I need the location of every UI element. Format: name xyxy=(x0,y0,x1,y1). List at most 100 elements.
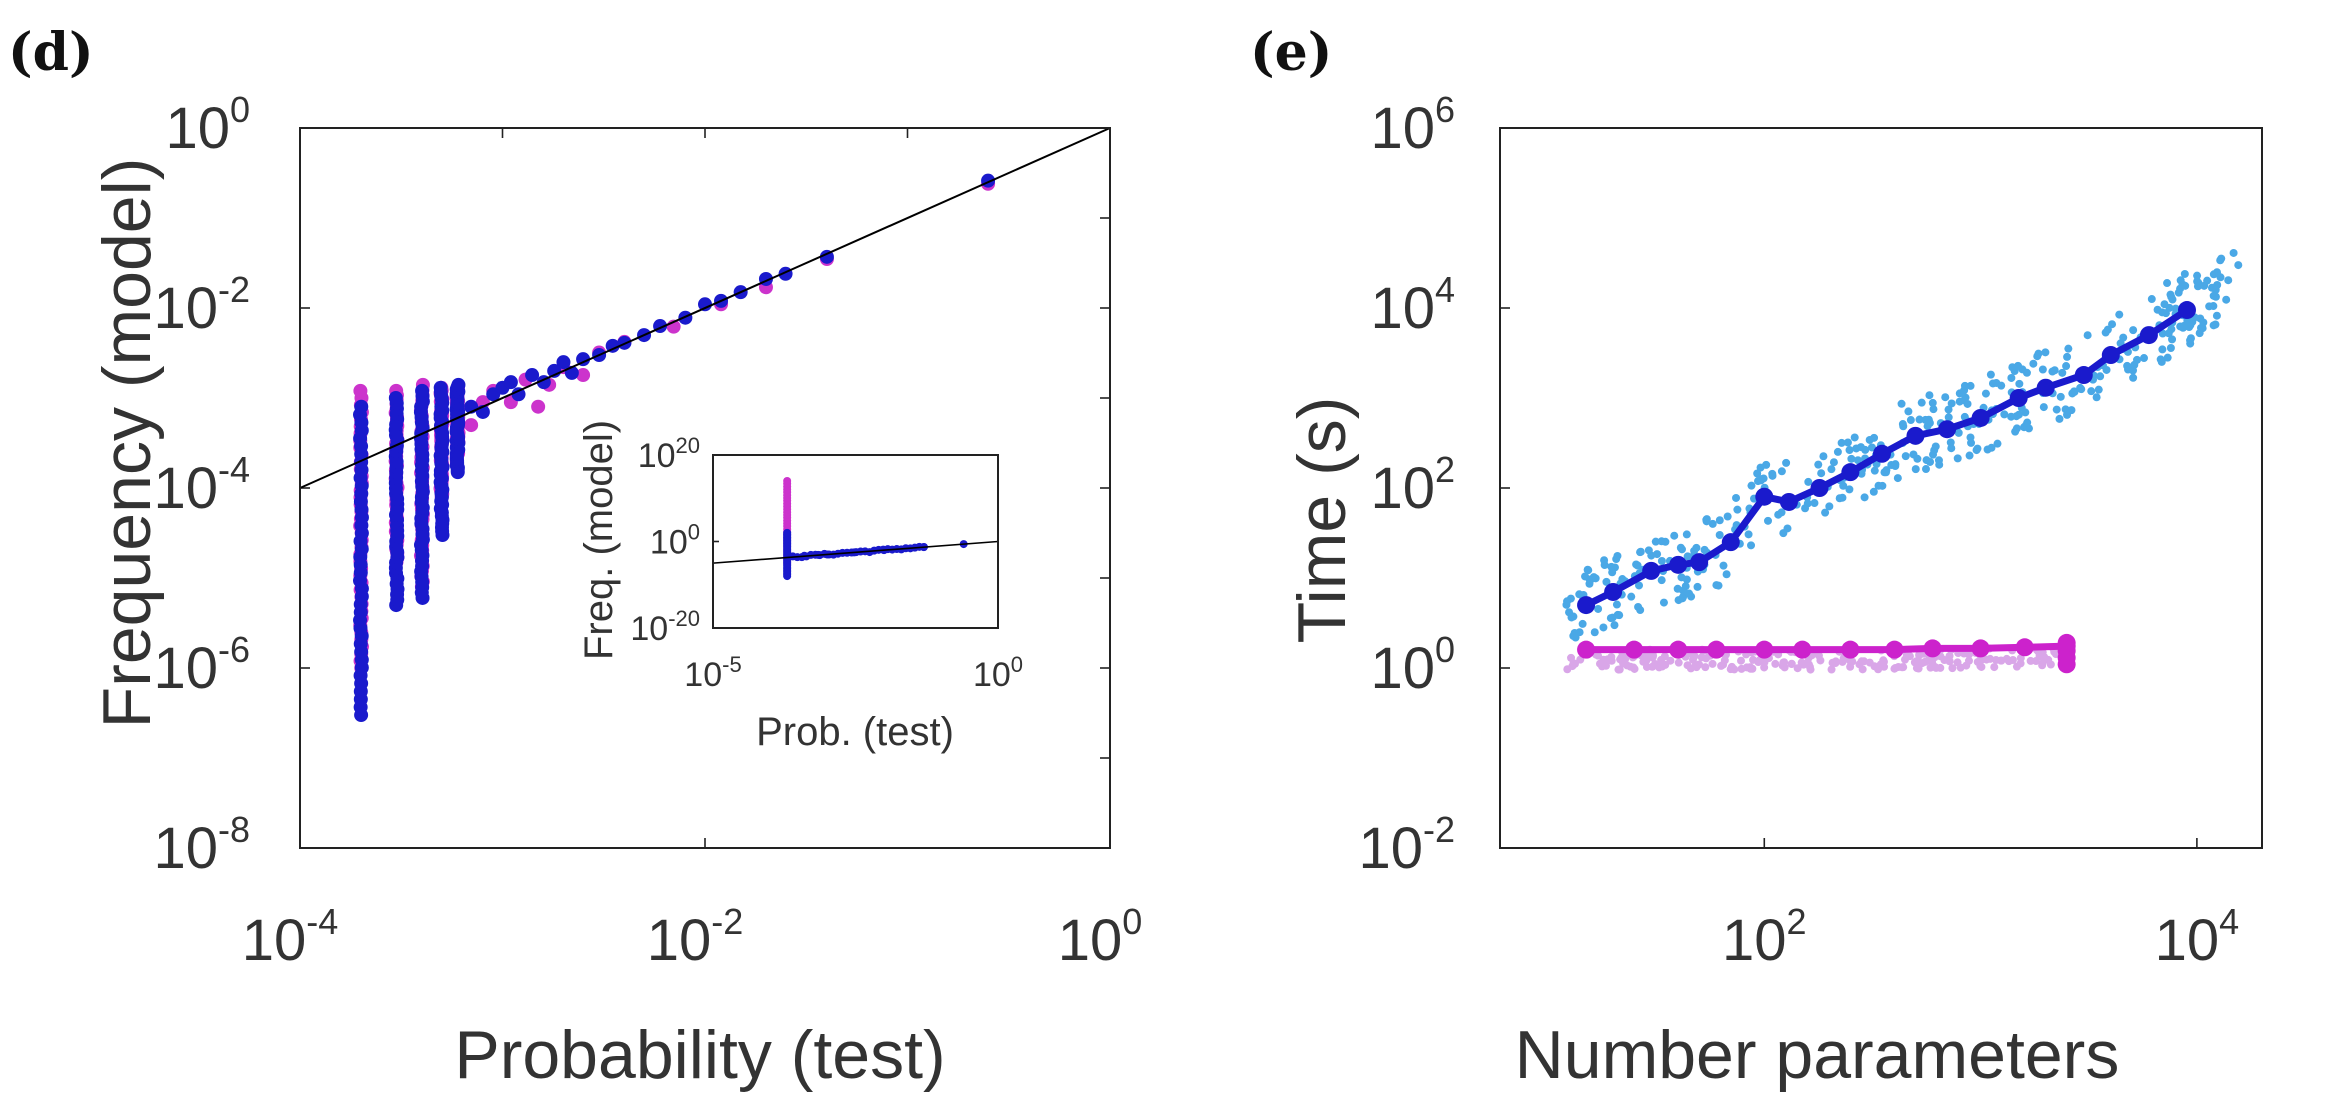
panel-e-scatter-blue-mean xyxy=(2102,365,2111,374)
panel-e-scatter-blue-mean xyxy=(1986,370,1995,379)
panel-e-scatter-magenta-mean xyxy=(1912,664,1921,673)
panel-d-xtick-label: 100 xyxy=(1058,901,1143,973)
panel-e-ytick-label-base: 10 xyxy=(1370,636,1435,701)
panel-e-scatter-blue-mean xyxy=(1676,543,1685,552)
panel-e-scatter-blue-mean xyxy=(2234,261,2243,270)
panel-e-scatter-blue-mean xyxy=(1715,516,1724,525)
panel-e-ytick-label-base: 10 xyxy=(1358,816,1423,881)
panel-d-ytick-label-base: 10 xyxy=(153,636,218,701)
panel-e-scatter-blue-mean xyxy=(1869,487,1878,496)
panel-e-scatter-magenta-mean xyxy=(2012,662,2021,671)
panel-e-xtick-label-exp: 2 xyxy=(1787,901,1807,942)
panel-e-scatter-blue-mean xyxy=(1960,412,1969,421)
panel-e-scatter-blue-mean xyxy=(1941,393,1950,402)
panel-e-marker-blue-mean xyxy=(1642,561,1661,580)
panel-d-point-blue xyxy=(698,297,712,312)
panel-e-scatter-blue-mean xyxy=(1821,508,1830,517)
inset-ytick-label: 100 xyxy=(650,520,700,562)
panel-e-marker-blue-mean xyxy=(1872,444,1891,463)
panel-e-scatter-blue-mean xyxy=(2083,331,2092,340)
panel-e-scatter-blue-mean xyxy=(1893,474,1902,483)
panel-e-xtick-label: 102 xyxy=(1722,901,1807,973)
panel-e-scatter-magenta-mean xyxy=(1563,665,1572,674)
panel-e-scatter-blue-mean xyxy=(1845,446,1854,455)
panel-e-scatter-blue-mean xyxy=(2092,393,2101,402)
panel-e-ytick-label: 100 xyxy=(1370,629,1455,701)
panel-e-marker-blue-mean xyxy=(1779,492,1798,511)
panel-e-scatter-magenta-mean xyxy=(2016,654,2025,663)
panel-e-scatter-blue-mean xyxy=(1589,573,1598,582)
panel-e-scatter-blue-mean xyxy=(1993,439,2002,448)
panel-e-scatter-blue-mean xyxy=(1633,561,1642,570)
panel-e-scatter-magenta-mean xyxy=(1614,665,1623,674)
panel-e-scatter-magenta-mean xyxy=(1846,662,1855,671)
panel-e-scatter-magenta-mean xyxy=(1648,662,1657,671)
panel-e-scatter-blue-mean xyxy=(1764,516,1773,525)
panel-e-scatter-blue-mean xyxy=(2209,321,2218,330)
panel-d-xtick-label-base: 10 xyxy=(1058,908,1123,973)
panel-e-scatter-magenta-mean xyxy=(1655,663,1664,672)
panel-e-scatter-blue-mean xyxy=(1843,438,1852,447)
panel-d-point-blue xyxy=(819,249,834,264)
panel-e-scatter-blue-mean xyxy=(1931,442,1940,451)
inset-point-magenta xyxy=(783,476,792,485)
panel-e-scatter-blue-mean xyxy=(2193,277,2202,286)
panel-d-plot-area xyxy=(299,127,1111,723)
panel-e-scatter-blue-mean xyxy=(1906,416,1915,425)
panel-e-scatter-magenta-mean xyxy=(1730,665,1739,674)
panel-e-scatter-blue-mean xyxy=(1810,499,1819,508)
panel-e-scatter-blue-mean xyxy=(2039,403,2048,412)
panel-e-scatter-blue-mean xyxy=(2103,325,2112,334)
inset-xtick-label-base: 10 xyxy=(684,656,722,694)
panel-e-scatter-blue-mean xyxy=(1966,381,1975,390)
panel-e-scatter-blue-mean xyxy=(1578,619,1587,628)
panel-e-scatter-blue-mean xyxy=(2180,321,2189,330)
panel-e-scatter-blue-mean xyxy=(2063,352,2072,361)
panel-e-scatter-blue-mean xyxy=(2007,373,2016,382)
panel-e-scatter-blue-mean xyxy=(2123,361,2132,370)
panel-e-scatter-blue-mean xyxy=(2000,410,2009,419)
panel-e-scatter-blue-mean xyxy=(1682,575,1691,584)
panel-e-scatter-blue-mean xyxy=(1700,545,1709,554)
panel-e-ytick-label-exp: 6 xyxy=(1435,89,1455,130)
panel-e-scatter-blue-mean xyxy=(1929,405,1938,414)
panel-e-scatter-blue-mean xyxy=(1944,405,1953,414)
panel-e-scatter-blue-mean xyxy=(2195,329,2204,338)
panel-e-marker-blue-mean xyxy=(1971,408,1990,427)
panel-e-scatter-blue-mean xyxy=(2212,311,2221,320)
panel-e-scatter-blue-mean xyxy=(1972,446,1981,455)
panel-e-scatter-blue-mean xyxy=(2094,385,2103,394)
panel-e-scatter-blue-mean xyxy=(1897,399,1906,408)
panel-e-scatter-blue-mean xyxy=(1606,614,1615,623)
panel-d-xlabel: Probability (test) xyxy=(454,1017,945,1093)
panel-e-scatter-blue-mean xyxy=(1804,477,1813,486)
panel-e-scatter-blue-mean xyxy=(1867,443,1876,452)
panel-e-scatter-blue-mean xyxy=(1899,422,1908,431)
panel-e-scatter-blue-mean xyxy=(1891,462,1900,471)
panel-e-ytick-label-exp: 4 xyxy=(1435,269,1455,310)
inset-xtick-label-exp: -5 xyxy=(722,652,742,677)
panel-e-scatter-magenta-mean xyxy=(1567,653,1576,662)
panel-e-scatter-blue-mean xyxy=(2167,292,2176,301)
panel-d-point-blue xyxy=(451,377,466,392)
panel-e-scatter-blue-mean xyxy=(1817,469,1826,478)
panel-e-scatter-blue-mean xyxy=(2158,329,2167,338)
inset-ytick-label-base: 10 xyxy=(630,610,668,648)
panel-d-point-blue xyxy=(556,355,571,370)
inset-ylabel: Freq. (model) xyxy=(577,420,621,660)
panel-e-scatter-blue-mean xyxy=(2119,333,2128,342)
panel-e-lines xyxy=(1577,301,2196,674)
panel-e-scatter-blue-mean xyxy=(1759,474,1768,483)
panel-e-scatter-magenta-mean xyxy=(1879,656,1888,665)
panel-d-ytick-label-exp: -2 xyxy=(218,269,250,310)
panel-e-scatter-blue-mean xyxy=(1833,447,1842,456)
panel-e-scatter-blue-mean xyxy=(1870,466,1879,475)
panel-e-scatter-blue-mean xyxy=(2034,349,2043,358)
panel-e-scatter-magenta-mean xyxy=(1973,657,1982,666)
panel-d-xtick-label: 10-4 xyxy=(242,901,339,973)
panel-e-scatter-magenta-mean xyxy=(1692,663,1701,672)
panel-d-point-blue xyxy=(433,380,448,395)
panel-e-scatter-blue-mean xyxy=(2181,281,2190,290)
panel-e-scatter-blue-mean xyxy=(1829,458,1838,467)
